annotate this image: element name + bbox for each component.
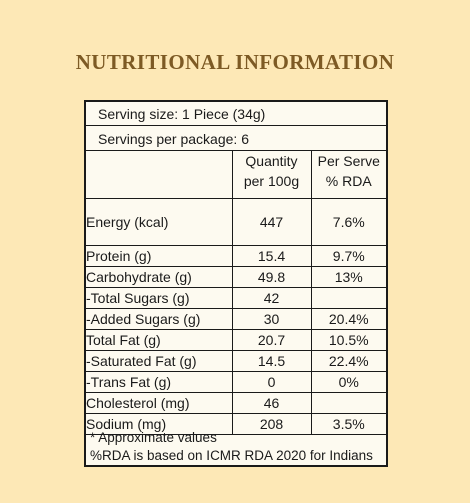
nutrient-name-cell: Cholesterol (mg) bbox=[86, 391, 233, 414]
rda-header-line1: Per Serve bbox=[317, 153, 380, 169]
quantity-cell: 15.4 bbox=[231, 244, 312, 267]
footnotes: * Approximate values %RDA is based on IC… bbox=[90, 429, 373, 465]
rda-header-line2: % RDA bbox=[325, 173, 372, 189]
table-row: -Total Sugars (g) 42 bbox=[86, 286, 386, 309]
quantity-cell: 208 bbox=[231, 412, 312, 435]
nutrient-name-cell: Protein (g) bbox=[86, 244, 233, 267]
table-row: Total Fat (g) 20.7 10.5% bbox=[86, 328, 386, 351]
rda-cell: 9.7% bbox=[310, 244, 386, 267]
rda-cell: 22.4% bbox=[310, 349, 386, 372]
rda-cell: 0% bbox=[310, 370, 386, 393]
table-row: -Trans Fat (g) 0 0% bbox=[86, 370, 386, 393]
footnote-approximate: * Approximate values bbox=[90, 430, 217, 445]
rda-cell: 10.5% bbox=[310, 328, 386, 351]
quantity-cell: 14.5 bbox=[231, 349, 312, 372]
rda-cell: 3.5% bbox=[310, 412, 386, 435]
nutrition-table: Quantity per 100g Per Serve % RDA Energy… bbox=[86, 151, 386, 435]
rda-cell: 13% bbox=[310, 265, 386, 288]
servings-per-package-row: Servings per package: 6 bbox=[86, 126, 386, 151]
table-row: Energy (kcal) 447 7.6% bbox=[86, 197, 386, 246]
nutrient-name-cell: Carbohydrate (g) bbox=[86, 265, 233, 288]
quantity-column-header: Quantity per 100g bbox=[231, 151, 312, 199]
page-title: NUTRITIONAL INFORMATION bbox=[75, 50, 395, 74]
nutrient-name-cell: -Trans Fat (g) bbox=[86, 370, 233, 393]
table-row: -Added Sugars (g) 30 20.4% bbox=[86, 307, 386, 330]
quantity-cell: 49.8 bbox=[231, 265, 312, 288]
table-row: Sodium (mg) 208 3.5% bbox=[86, 412, 386, 435]
quantity-cell: 447 bbox=[231, 197, 312, 246]
nutrient-name-cell: Energy (kcal) bbox=[86, 197, 233, 246]
quantity-header-line1: Quantity bbox=[245, 153, 298, 169]
nutrient-name-cell: -Total Sugars (g) bbox=[86, 286, 233, 309]
rda-cell bbox=[310, 286, 386, 309]
table-row: Cholesterol (mg) 46 bbox=[86, 391, 386, 414]
nutrient-name-cell: Total Fat (g) bbox=[86, 328, 233, 351]
quantity-cell: 46 bbox=[231, 391, 312, 414]
rda-cell: 20.4% bbox=[310, 307, 386, 330]
table-row: -Saturated Fat (g) 14.5 22.4% bbox=[86, 349, 386, 372]
footnote-rda-basis: %RDA is based on ICMR RDA 2020 for India… bbox=[90, 448, 373, 463]
nutrient-name-cell: -Added Sugars (g) bbox=[86, 307, 233, 330]
table-row: Carbohydrate (g) 49.8 13% bbox=[86, 265, 386, 288]
serving-size-row: Serving size: 1 Piece (34g) bbox=[86, 102, 386, 126]
nutrient-column-header bbox=[86, 151, 233, 199]
rda-cell: 7.6% bbox=[310, 197, 386, 246]
quantity-cell: 0 bbox=[231, 370, 312, 393]
nutrient-name-cell: -Saturated Fat (g) bbox=[86, 349, 233, 372]
quantity-cell: 42 bbox=[231, 286, 312, 309]
servings-per-package-text: Servings per package: 6 bbox=[98, 131, 249, 147]
table-header-row: Quantity per 100g Per Serve % RDA bbox=[86, 151, 386, 199]
quantity-cell: 20.7 bbox=[231, 328, 312, 351]
nutrition-table-body: Energy (kcal) 447 7.6% Protein (g) 15.4 9.7% C… bbox=[86, 197, 386, 435]
nutrition-facts-panel: Serving size: 1 Piece (34g) Servings per… bbox=[84, 100, 388, 467]
nutrient-name-cell: Sodium (mg) bbox=[86, 412, 233, 435]
table-row: Protein (g) 15.4 9.7% bbox=[86, 244, 386, 267]
quantity-cell: 30 bbox=[231, 307, 312, 330]
quantity-header-line2: per 100g bbox=[243, 173, 300, 189]
serving-size-text: Serving size: 1 Piece (34g) bbox=[98, 106, 266, 122]
rda-column-header: Per Serve % RDA bbox=[310, 151, 386, 199]
rda-cell bbox=[310, 391, 386, 414]
